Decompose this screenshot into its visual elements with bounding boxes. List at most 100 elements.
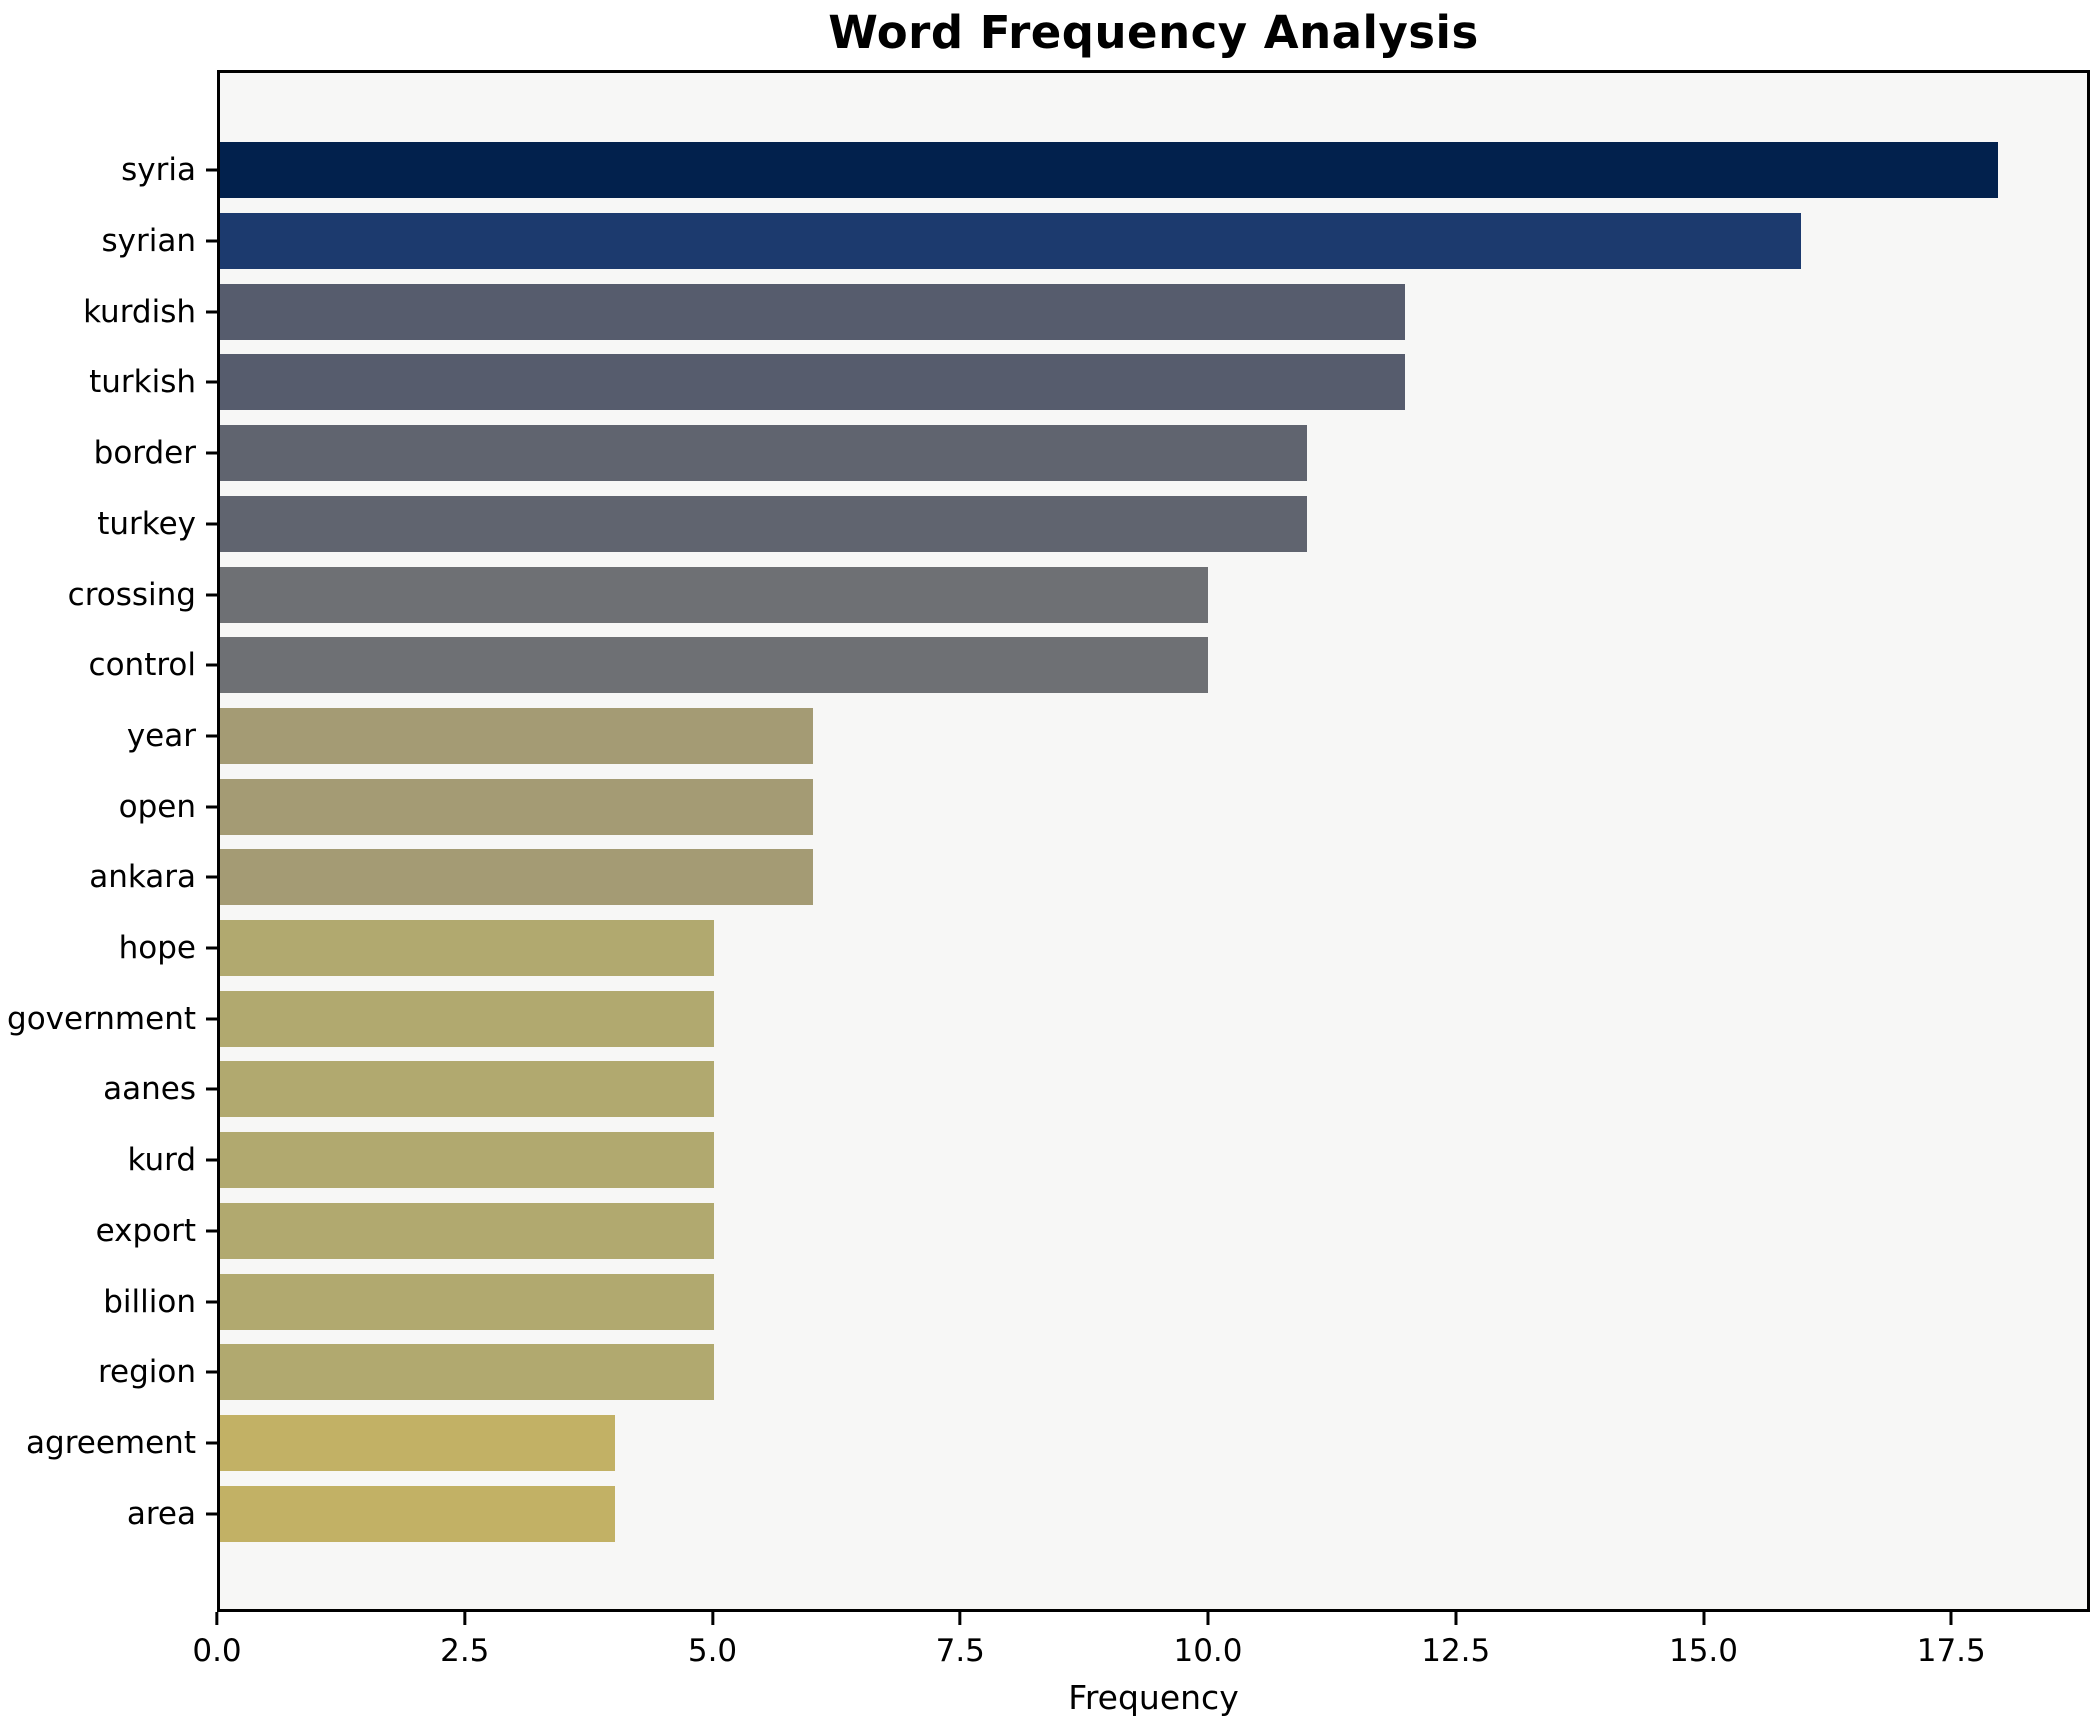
y-tick-mark-government <box>206 1017 217 1021</box>
bar-crossing <box>220 566 1208 623</box>
y-label-area: area <box>126 1495 196 1532</box>
bar-region <box>220 1344 714 1401</box>
x-tick-mark <box>958 1612 962 1625</box>
bar-row-government: government <box>7 983 2087 1054</box>
y-label-government: government <box>7 1000 196 1037</box>
x-tick-label: 7.5 <box>935 1633 985 1669</box>
y-tick-mark-billion <box>206 1300 217 1304</box>
bar-row-syrian: syrian <box>102 206 2087 277</box>
bar-turkish <box>220 354 1406 411</box>
y-label-region: region <box>97 1354 196 1391</box>
bar-kurdish <box>220 283 1406 340</box>
y-label-syria: syria <box>121 152 196 189</box>
bar-syrian <box>220 213 1801 270</box>
y-tick-mark-export <box>206 1229 217 1233</box>
y-label-turkey: turkey <box>97 505 196 542</box>
y-label-aanes: aanes <box>103 1071 196 1108</box>
y-tick-mark-kurd <box>206 1158 217 1162</box>
y-label-open: open <box>118 788 196 825</box>
bar-border <box>220 425 1307 482</box>
x-tick-12.5: 12.5 <box>1421 1612 1490 1669</box>
x-tick-label: 15.0 <box>1668 1633 1739 1669</box>
y-label-control: control <box>88 647 196 684</box>
x-tick-mark <box>1949 1612 1953 1625</box>
x-axis: 0.0 2.5 5.0 7.5 10.0 12.5 15.0 17.5 <box>192 1612 2090 1682</box>
y-tick-mark-open <box>206 805 217 809</box>
y-tick-mark-year <box>206 734 217 738</box>
bar-row-kurdish: kurdish <box>83 276 2087 347</box>
bar-export <box>220 1202 714 1259</box>
y-tick-mark-syrian <box>206 239 217 243</box>
bar-turkey <box>220 495 1307 552</box>
y-label-hope: hope <box>118 930 196 967</box>
x-tick-10.0: 10.0 <box>1173 1612 1243 1669</box>
y-tick-mark-hope <box>206 946 217 950</box>
x-tick-mark <box>1454 1612 1458 1625</box>
bar-control <box>220 637 1208 694</box>
bar-row-turkey: turkey <box>97 489 2087 560</box>
x-tick-mark <box>1206 1612 1210 1625</box>
bar-hope <box>220 920 714 977</box>
bar-row-turkish: turkish <box>89 347 2087 418</box>
bar-row-export: export <box>96 1196 2087 1267</box>
x-tick-2.5: 2.5 <box>440 1612 489 1669</box>
x-tick-label: 2.5 <box>440 1633 490 1669</box>
y-label-export: export <box>95 1212 196 1249</box>
bars-container: syria syrian kurdish turkish border turkey cro… <box>7 73 2087 1609</box>
x-tick-label: 10.0 <box>1173 1633 1243 1669</box>
bar-row-region: region <box>98 1337 2087 1408</box>
y-tick-mark-area <box>206 1512 217 1516</box>
bar-year <box>220 707 813 764</box>
x-tick-15.0: 15.0 <box>1669 1612 1738 1669</box>
bar-government <box>220 990 714 1047</box>
bar-row-border: border <box>94 418 2087 489</box>
bar-row-open: open <box>119 771 2087 842</box>
y-tick-mark-turkey <box>206 522 217 526</box>
y-tick-mark-agreement <box>206 1441 217 1445</box>
bar-row-control: control <box>89 630 2087 701</box>
bar-area <box>220 1485 616 1542</box>
chart-title: Word Frequency Analysis <box>828 6 1479 59</box>
y-label-agreement: agreement <box>26 1425 196 1461</box>
bar-ankara <box>220 849 813 906</box>
x-tick-mark <box>1702 1612 1705 1625</box>
y-label-turkish: turkish <box>89 364 196 401</box>
y-tick-mark-control <box>206 663 217 667</box>
bar-row-billion: billion <box>103 1266 2087 1337</box>
bar-billion <box>220 1273 714 1330</box>
y-tick-mark-syria <box>206 168 217 172</box>
y-tick-mark-kurdish <box>206 310 217 314</box>
bar-row-aanes: aanes <box>103 1054 2087 1125</box>
y-label-border: border <box>93 435 196 472</box>
bar-kurd <box>220 1132 714 1189</box>
x-tick-mark <box>215 1612 219 1625</box>
x-tick-0.0: 0.0 <box>192 1612 242 1669</box>
x-tick-17.5: 17.5 <box>1917 1612 1986 1669</box>
y-tick-mark-ankara <box>206 875 217 879</box>
y-label-kurd: kurd <box>127 1142 196 1179</box>
bar-row-year: year <box>127 701 2087 772</box>
x-tick-label: 12.5 <box>1421 1633 1491 1669</box>
bar-row-syria: syria <box>121 135 2087 206</box>
y-label-year: year <box>126 717 196 754</box>
bar-row-area: area <box>127 1478 2087 1549</box>
x-tick-mark <box>711 1612 714 1625</box>
y-tick-mark-crossing <box>206 593 217 597</box>
bar-row-crossing: crossing <box>68 559 2087 630</box>
y-label-ankara: ankara <box>89 859 196 896</box>
bar-row-ankara: ankara <box>89 842 2087 913</box>
x-tick-mark <box>463 1612 467 1625</box>
x-tick-label: 0.0 <box>192 1633 242 1669</box>
bar-open <box>220 778 813 835</box>
x-tick-5.0: 5.0 <box>688 1612 737 1669</box>
bar-agreement <box>220 1415 616 1471</box>
y-tick-mark-turkish <box>206 380 217 384</box>
bar-syria <box>220 142 1999 199</box>
y-tick-mark-border <box>206 451 217 455</box>
bar-row-agreement: agreement <box>26 1408 2087 1479</box>
y-label-kurdish: kurdish <box>83 293 196 330</box>
y-tick-mark-aanes <box>206 1087 217 1091</box>
bar-row-hope: hope <box>119 913 2087 984</box>
bar-aanes <box>220 1061 714 1118</box>
